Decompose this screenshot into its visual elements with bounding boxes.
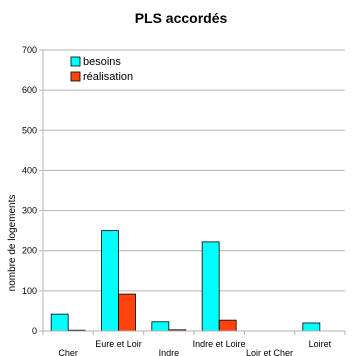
x-tick-label: Loiret xyxy=(309,339,332,349)
x-tick-label: Loir et Cher xyxy=(246,348,293,356)
legend-swatch xyxy=(70,71,81,82)
chart-title: PLS accordés xyxy=(135,10,228,26)
x-tick-label: Indre xyxy=(159,348,180,356)
x-tick-label: Indre et Loire xyxy=(193,339,246,349)
y-axis-ticks: 0 100 200 300 400 500 600 700 xyxy=(22,45,43,336)
bar-besoins xyxy=(151,321,170,332)
bar-réalisation xyxy=(118,293,136,332)
bar-besoins xyxy=(101,230,119,332)
axes xyxy=(42,50,346,335)
y-tick-label: 600 xyxy=(22,85,37,95)
grid-lines xyxy=(43,49,345,292)
legend-label: besoins xyxy=(83,56,121,68)
x-tick-label: Eure et Loir xyxy=(95,339,142,349)
bar-besoins xyxy=(302,322,321,332)
legend-label: réalisation xyxy=(83,71,133,83)
y-axis-label: nombre de logements xyxy=(7,195,18,292)
y-tick-label: 100 xyxy=(22,286,37,296)
legend-swatch xyxy=(70,56,81,67)
y-tick-label: 700 xyxy=(22,45,37,55)
x-axis-labels: Cher Eure et Loir Indre Indre et LoireLoir … xyxy=(58,339,331,356)
bar-réalisation xyxy=(218,319,237,332)
bars xyxy=(50,230,321,332)
y-tick-label: 300 xyxy=(22,206,37,216)
bar-besoins xyxy=(50,313,69,332)
legend: besoins réalisation xyxy=(70,56,133,83)
y-tick-label: 200 xyxy=(22,246,37,256)
x-tick-label: Cher xyxy=(58,348,78,356)
bar-besoins xyxy=(201,241,220,332)
y-tick-label: 500 xyxy=(22,125,37,135)
y-tick-label: 400 xyxy=(22,165,37,175)
y-tick-label: 0 xyxy=(32,326,37,336)
